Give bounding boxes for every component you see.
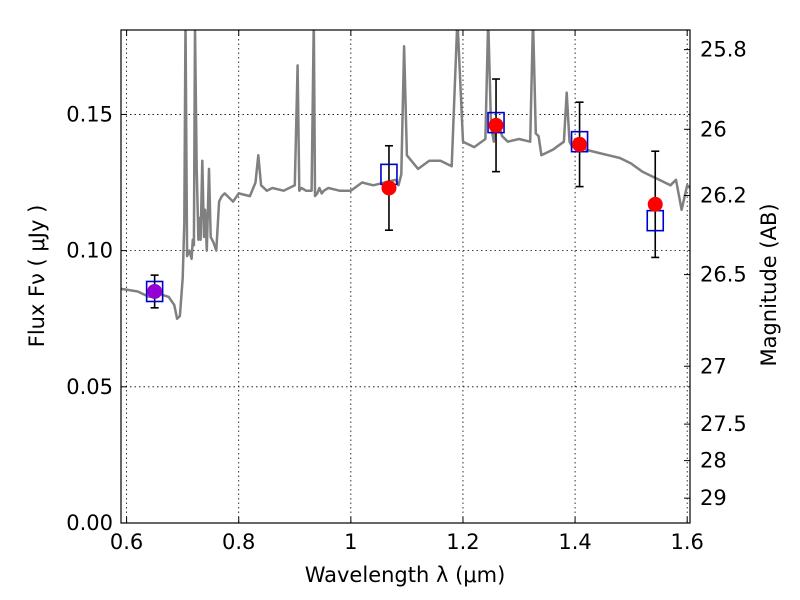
x-tick-label: 1 [344,530,357,554]
magnitude-tick-label: 29 [700,486,727,510]
observed-point [488,117,504,133]
y-tick-label: 0.15 [66,102,113,126]
model-spectrum-line [121,30,690,320]
right-axis-label: Magnitude (AB) [757,203,781,366]
y-axis-ticks: 0.00 0.05 0.10 0.15 [66,102,127,535]
magnitude-tick-label: 27 [700,354,727,378]
y-tick-label: 0.00 [66,511,113,535]
y-tick-label: 0.05 [66,375,113,399]
model-spectrum [121,30,690,320]
x-axis-ticks: 0.6 0.8 1 1.2 1.4 1.6 [110,30,704,554]
magnitude-tick-label: 26 [700,117,727,141]
y-tick-label: 0.10 [66,239,113,263]
observed-point [147,283,163,299]
x-tick-label: 1.6 [670,530,703,554]
model-photometry-box [145,280,164,303]
plot-frame [120,29,691,524]
magnitude-tick-label: 26.2 [700,184,747,208]
x-tick-label: 0.8 [222,530,255,554]
magnitude-tick-label: 25.8 [700,38,747,62]
observed-photometry-points [147,117,663,299]
x-tick-label: 1.4 [558,530,591,554]
y-axis-label: Flux Fν ( μJy ) [25,205,49,348]
magnitude-tick-label: 26.5 [700,263,747,287]
x-tick-label: 0.6 [110,530,143,554]
observed-point [381,180,397,196]
x-tick-label: 1.2 [446,530,479,554]
magnitude-tick-label: 28 [700,449,727,473]
observed-point [572,136,588,152]
x-axis-label: Wavelength λ (μm) [305,563,506,587]
magnitude-axis-ticks: 25.8 26 26.2 26.5 27 27.5 28 29 [684,38,747,510]
observed-point [647,196,663,212]
magnitude-tick-label: 27.5 [700,412,747,436]
